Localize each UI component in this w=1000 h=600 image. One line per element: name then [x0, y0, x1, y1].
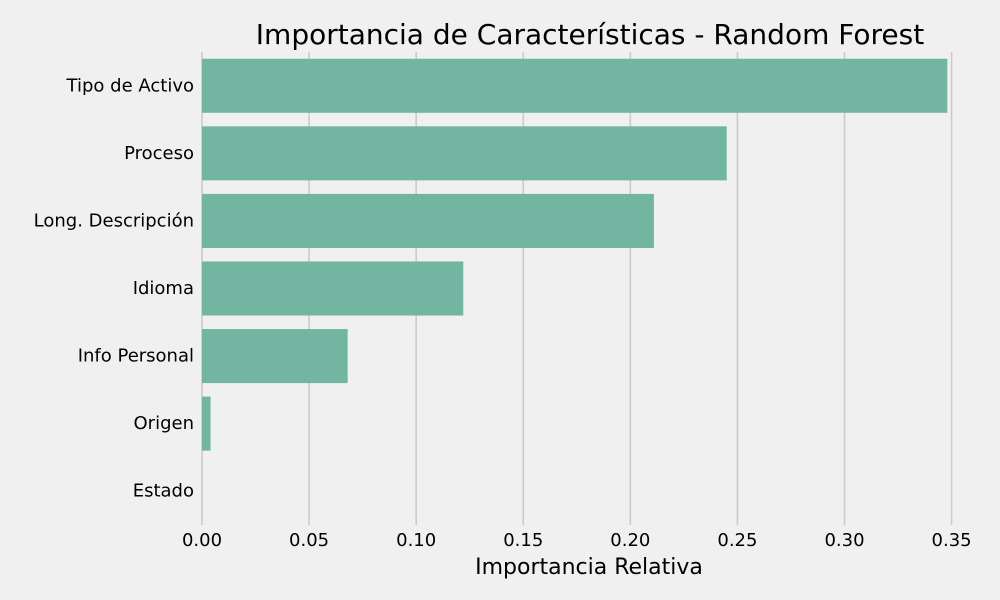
bars [202, 58, 948, 451]
y-tick-label-idioma: Idioma [133, 278, 194, 299]
bar-tipo-de-activo [202, 58, 948, 113]
y-tick-label-tipo-de-activo: Tipo de Activo [66, 75, 194, 96]
x-tick-label-5: 0.25 [717, 530, 757, 551]
bar-proceso [202, 126, 727, 181]
bar-info-personal [202, 329, 348, 384]
y-tick-label-proceso: Proceso [124, 143, 194, 164]
y-tick-label-origen: Origen [134, 413, 194, 434]
chart-title: Importancia de Características - Random … [256, 18, 924, 51]
bar-long-descripcion [202, 193, 654, 248]
y-tick-label-estado: Estado [133, 481, 194, 502]
x-tick-label-2: 0.10 [396, 530, 436, 551]
x-tick-labels: 0.00 0.05 0.10 0.15 0.20 0.25 0.30 0.35 [182, 530, 972, 551]
y-tick-label-long-descripcion: Long. Descripción [34, 210, 194, 231]
x-tick-label-6: 0.30 [824, 530, 864, 551]
x-tick-label-4: 0.20 [610, 530, 650, 551]
x-axis-label: Importancia Relativa [475, 555, 703, 580]
y-tick-label-info-personal: Info Personal [78, 346, 194, 367]
x-tick-label-0: 0.00 [182, 530, 222, 551]
x-tick-label-1: 0.05 [289, 530, 329, 551]
x-tick-label-7: 0.35 [932, 530, 972, 551]
x-tick-label-3: 0.15 [503, 530, 543, 551]
bar-origen [202, 396, 211, 451]
y-tick-labels: Tipo de Activo Proceso Long. Descripción Id… [34, 75, 194, 501]
bar-idioma [202, 261, 464, 316]
